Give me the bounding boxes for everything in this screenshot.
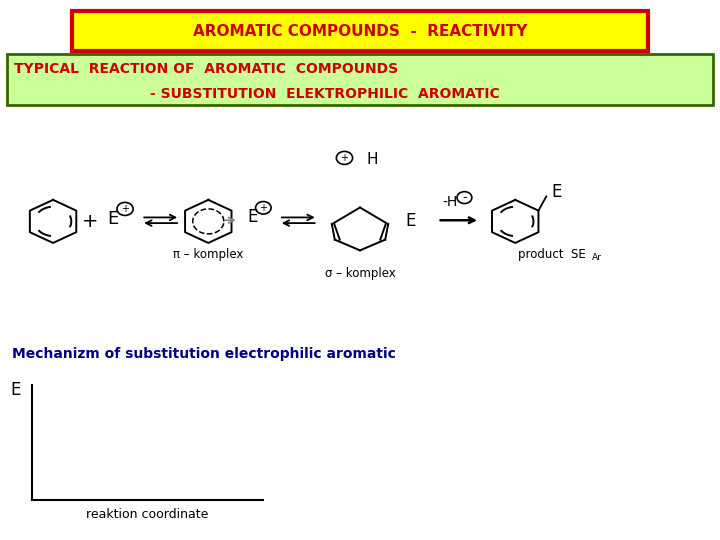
Text: AROMATIC COMPOUNDS  -  REACTIVITY: AROMATIC COMPOUNDS - REACTIVITY [193,24,527,38]
FancyBboxPatch shape [7,54,713,105]
Text: π – komplex: π – komplex [173,248,243,261]
Text: H: H [367,152,379,166]
Text: Ar: Ar [591,253,601,262]
Text: σ – komplex: σ – komplex [325,267,395,280]
Text: - SUBSTITUTION  ELEKTROPHILIC  AROMATIC: - SUBSTITUTION ELEKTROPHILIC AROMATIC [150,87,500,101]
Text: E: E [10,381,20,399]
Text: TYPICAL  REACTION OF  AROMATIC  COMPOUNDS: TYPICAL REACTION OF AROMATIC COMPOUNDS [14,63,398,76]
Text: -: - [462,191,467,204]
FancyBboxPatch shape [72,11,648,51]
Text: product  SE: product SE [518,248,586,261]
Text: reaktion coordinate: reaktion coordinate [86,508,209,521]
Text: E: E [248,208,258,226]
Text: E: E [107,210,119,227]
Text: +: + [82,212,99,231]
Text: +: + [259,203,267,213]
Text: E: E [405,212,416,231]
Text: E: E [551,183,562,201]
Text: Mechanizm of substitution electrophilic aromatic: Mechanizm of substitution electrophilic … [12,347,396,361]
Text: -H: -H [443,194,458,208]
Text: +: + [341,153,348,163]
Text: +: + [121,204,129,214]
